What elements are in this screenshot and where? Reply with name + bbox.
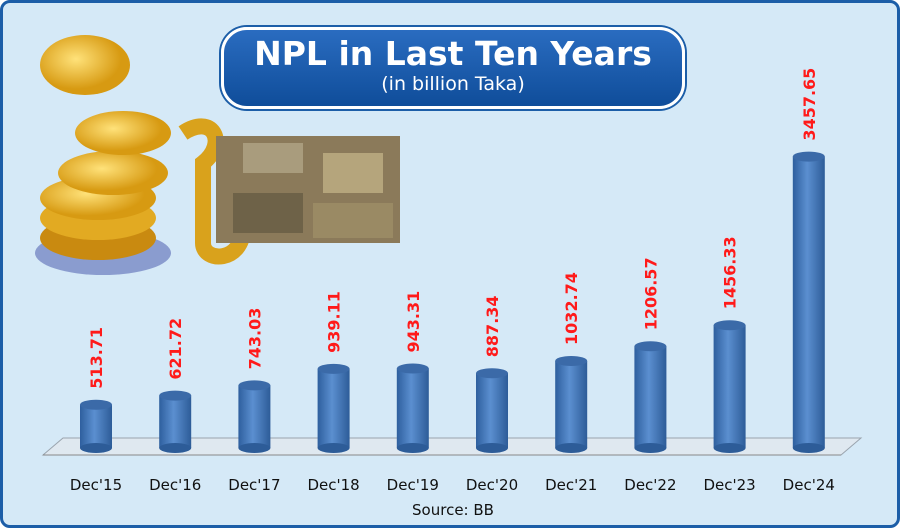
- bar-base: [476, 443, 508, 453]
- bar-base: [238, 443, 271, 453]
- bar-top: [238, 380, 271, 391]
- value-label: 743.03: [245, 308, 264, 370]
- bar: [476, 373, 508, 448]
- value-label: 887.34: [483, 295, 502, 357]
- bar-base: [159, 443, 192, 453]
- value-label: 513.71: [87, 327, 106, 389]
- bar-top: [555, 355, 588, 366]
- bar-base: [792, 443, 825, 453]
- bar-top: [476, 368, 508, 379]
- x-tick-label: Dec'17: [228, 476, 280, 494]
- bar-base: [555, 443, 588, 453]
- bar: [634, 346, 667, 448]
- x-tick-label: Dec'22: [624, 476, 676, 494]
- x-tick-label: Dec'21: [545, 476, 597, 494]
- title-box: NPL in Last Ten Years (in billion Taka): [221, 27, 685, 109]
- x-tick-label: Dec'18: [307, 476, 359, 494]
- chart-svg: 513.71 Dec'15 621.72 Dec'16 743.03 Dec'17 939.…: [35, 35, 863, 494]
- value-label: 1032.74: [562, 272, 581, 345]
- bar: [396, 368, 429, 448]
- bar-top: [317, 363, 350, 374]
- x-tick-label: Dec'20: [466, 476, 518, 494]
- bar: [555, 360, 588, 448]
- chart-title: NPL in Last Ten Years: [254, 34, 652, 73]
- value-label: 939.11: [325, 291, 344, 353]
- bar-top: [792, 151, 825, 162]
- bar-base: [396, 443, 429, 453]
- bar: [238, 385, 271, 448]
- bar-base: [713, 443, 746, 453]
- bar-top: [634, 341, 667, 352]
- bar-base: [317, 443, 350, 453]
- bar-top: [396, 363, 429, 374]
- bar: [792, 156, 825, 448]
- bar-base: [80, 443, 112, 453]
- value-label: 3457.65: [800, 68, 819, 141]
- bar-top: [159, 390, 192, 401]
- value-label: 621.72: [166, 318, 185, 380]
- bar: [713, 325, 746, 448]
- value-label: 1206.57: [641, 257, 660, 330]
- bar-top: [713, 320, 746, 331]
- bar-base: [634, 443, 667, 453]
- x-tick-label: Dec'15: [70, 476, 122, 494]
- x-tick-label: Dec'19: [387, 476, 439, 494]
- bar: [80, 404, 112, 448]
- value-label: 943.31: [404, 291, 423, 353]
- x-tick-label: Dec'24: [783, 476, 835, 494]
- coins-illustration: [35, 35, 251, 275]
- x-tick-label: Dec'16: [149, 476, 201, 494]
- bar-top: [80, 399, 112, 410]
- source-note: Source: BB: [412, 501, 494, 519]
- value-label: 1456.33: [721, 236, 740, 309]
- bar: [159, 395, 192, 448]
- x-tick-label: Dec'23: [703, 476, 755, 494]
- money-photo: [216, 136, 400, 243]
- bar: [317, 368, 350, 448]
- chart-subtitle: (in billion Taka): [381, 73, 525, 95]
